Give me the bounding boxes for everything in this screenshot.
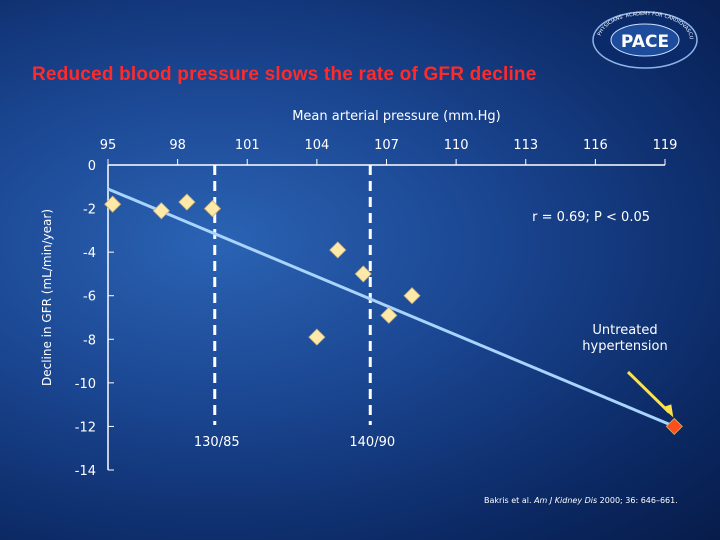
x-tick-label: 113 [513,138,538,153]
x-tick-label: 98 [169,138,186,153]
x-tick-label: 101 [235,138,260,153]
annotation-arrowhead [662,404,674,418]
data-point [104,195,122,213]
data-point [152,202,170,220]
data-point [178,193,196,211]
x-tick-label: 104 [304,138,329,153]
y-tick-label: -6 [83,290,96,305]
annotation-arrow [626,370,671,414]
x-tick-label: 107 [374,138,399,153]
y-tick-label: 0 [88,159,96,174]
y-tick-label: -10 [75,377,96,392]
reference-label: 140/90 [349,435,395,450]
y-tick-label: -4 [83,246,96,261]
x-tick-label: 110 [444,138,469,153]
x-tick-label: 95 [100,138,117,153]
logo-text: PACE [621,32,669,52]
x-axis-title: Mean arterial pressure (mm.Hg) [292,109,501,124]
slide-title: Reduced blood pressure slows the rate of… [32,64,537,85]
data-point [329,241,347,259]
reference-label: 130/85 [194,435,240,450]
x-tick-label: 116 [583,138,608,153]
citation: Bakris et al. Am J Kidney Dis 2000; 36: … [484,496,678,505]
data-point [403,287,421,305]
y-axis-title: Decline in GFR (mL/min/year) [40,209,54,386]
highlight-label: Untreated [592,323,657,338]
x-tick-label: 119 [653,138,678,153]
highlight-point [665,417,683,435]
highlight-label: hypertension [582,339,667,354]
regression-line [107,187,675,428]
data-point [354,265,372,283]
pace-logo: PACE PHYSICIANS' ACADEMY FOR CARDIOVASCU… [590,10,698,69]
data-point [380,306,398,324]
data-point [308,328,326,346]
stat-annotation: r = 0.69; P < 0.05 [532,210,650,225]
y-tick-label: -14 [75,464,96,479]
y-tick-label: -2 [83,203,96,218]
data-point [203,200,222,218]
y-tick-label: -8 [83,333,96,348]
y-tick-label: -12 [75,420,96,435]
